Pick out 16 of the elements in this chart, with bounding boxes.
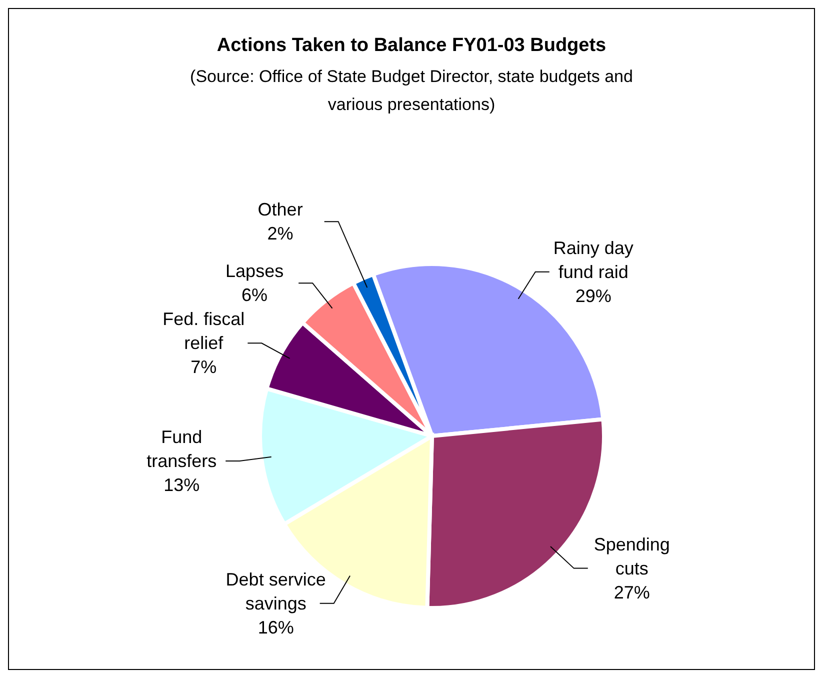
data-label: 16% <box>258 617 294 638</box>
data-label: 27% <box>614 582 650 602</box>
data-label: 6% <box>242 285 268 306</box>
chart-subtitle: (Source: Office of State Budget Director, state budgets and various presentations) <box>189 66 634 116</box>
slice-label: Other <box>258 200 303 220</box>
data-label: 29% <box>575 286 612 306</box>
slice-label: Debt service savings <box>226 569 326 614</box>
slice-label: Lapses <box>226 261 284 282</box>
data-label: 7% <box>190 357 217 378</box>
chart-title: Actions Taken to Balance FY01-03 Budgets <box>216 35 608 57</box>
slice-label: Fed. fiscal relief <box>162 309 245 354</box>
slice-label: Rainy day fund raid <box>553 238 634 282</box>
data-label: 13% <box>164 474 200 495</box>
slice-label: Fund transfers <box>146 426 217 471</box>
slice-label: Spending cuts <box>594 534 670 578</box>
data-label: 2% <box>267 224 294 244</box>
